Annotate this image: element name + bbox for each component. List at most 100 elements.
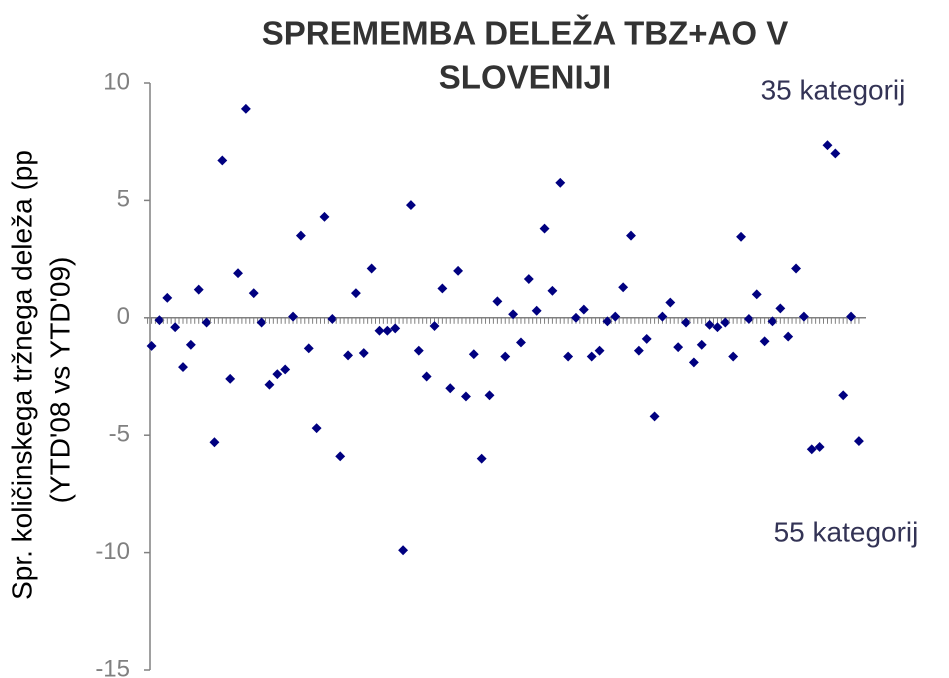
point	[822, 140, 833, 151]
point	[649, 411, 660, 422]
point	[209, 437, 220, 448]
point	[791, 263, 802, 274]
y-axis-label: Spr. količinskega tržnega deleža (pp	[6, 150, 37, 600]
point	[846, 311, 857, 322]
point	[154, 315, 165, 326]
point	[311, 423, 322, 434]
point	[523, 274, 534, 285]
point	[429, 321, 440, 331]
point	[586, 351, 597, 362]
point	[240, 103, 251, 114]
point	[146, 341, 157, 351]
point	[759, 336, 770, 347]
point	[327, 314, 338, 324]
point	[303, 343, 314, 354]
point	[767, 316, 778, 327]
point	[421, 371, 432, 382]
point	[264, 379, 275, 390]
point	[374, 325, 385, 336]
y-tick-label: -15	[95, 655, 130, 678]
point	[233, 268, 243, 279]
annotation: 35 kategorij	[761, 74, 906, 105]
point	[736, 231, 746, 242]
point	[743, 314, 754, 324]
point	[775, 303, 786, 314]
point	[830, 148, 841, 159]
point	[704, 319, 715, 330]
point	[445, 383, 456, 394]
point	[217, 155, 228, 166]
point	[468, 349, 479, 360]
point	[366, 263, 377, 274]
point	[288, 311, 298, 322]
point	[453, 265, 464, 276]
point	[358, 348, 369, 358]
point	[461, 391, 471, 402]
point	[853, 436, 864, 447]
point	[405, 200, 416, 211]
point	[319, 211, 330, 222]
point	[539, 223, 550, 234]
y-tick-label: 5	[117, 186, 130, 213]
point	[437, 283, 448, 294]
point	[641, 333, 652, 344]
point	[814, 441, 825, 452]
point	[665, 297, 676, 308]
point	[626, 230, 636, 241]
point	[806, 444, 817, 455]
point	[492, 296, 503, 307]
point	[610, 311, 621, 322]
point	[547, 285, 558, 296]
point	[484, 390, 495, 401]
point	[350, 288, 361, 299]
point	[201, 317, 212, 328]
point	[516, 337, 526, 348]
point	[728, 351, 739, 362]
point	[571, 312, 581, 323]
point	[413, 345, 424, 356]
y-axis-label: (YTD'08 vs YTD'09)	[44, 257, 75, 504]
point	[783, 331, 794, 342]
point	[720, 317, 731, 328]
point	[838, 390, 849, 401]
point	[578, 304, 589, 315]
point	[295, 230, 306, 241]
point	[673, 342, 684, 353]
point	[696, 339, 707, 350]
point	[335, 451, 346, 462]
chart-title: SPREMEMBA DELEŽA TBZ+AO V	[262, 15, 789, 52]
point	[618, 282, 629, 293]
point	[343, 350, 354, 361]
point	[681, 317, 691, 328]
annotation: 55 kategorij	[774, 516, 919, 547]
point	[272, 369, 283, 380]
point	[602, 316, 613, 327]
point	[178, 362, 188, 373]
point	[280, 364, 291, 375]
point	[193, 284, 204, 295]
point	[398, 545, 409, 556]
y-tick-label: -10	[95, 538, 130, 565]
point	[500, 351, 511, 362]
point	[476, 453, 487, 464]
point	[185, 339, 196, 350]
point	[657, 311, 668, 322]
y-tick-label: 10	[103, 68, 130, 95]
point	[712, 322, 723, 333]
point	[555, 177, 566, 188]
point	[751, 289, 762, 300]
point	[256, 317, 267, 328]
y-tick-label: 0	[117, 303, 130, 330]
point	[382, 325, 393, 336]
y-tick-label: -5	[109, 421, 130, 448]
point	[248, 288, 259, 299]
point	[594, 345, 605, 356]
point	[633, 345, 644, 356]
point	[688, 357, 699, 368]
point	[225, 373, 236, 384]
point	[162, 292, 173, 303]
point	[798, 311, 809, 322]
point	[563, 351, 574, 362]
point	[170, 322, 181, 333]
